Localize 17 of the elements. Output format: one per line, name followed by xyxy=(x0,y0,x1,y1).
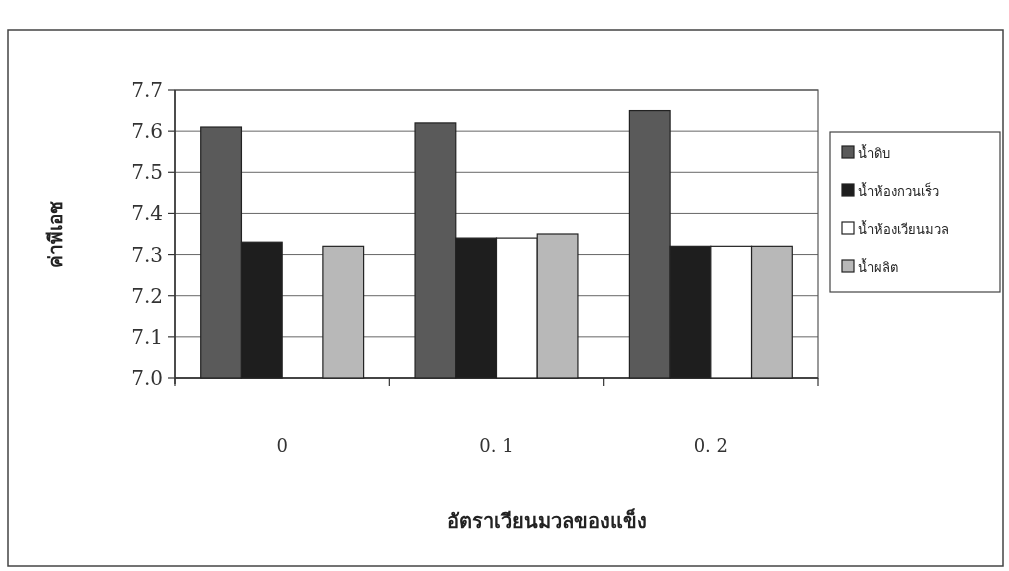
y-tick-label: 7.3 xyxy=(131,242,163,267)
y-tick-label: 7.1 xyxy=(131,324,163,349)
y-tick-label: 7.0 xyxy=(131,366,163,390)
x-axis-title: อัตราเวียนมวลของแข็ง xyxy=(446,508,647,533)
y-tick-label: 7.2 xyxy=(131,283,163,308)
y-tick-label: 7.6 xyxy=(131,119,163,144)
legend-label: น้ำดิบ xyxy=(858,144,890,161)
y-axis-title: ค่าพีเอช xyxy=(44,200,66,268)
y-tick-label: 7.4 xyxy=(131,201,163,226)
legend-label: น้ำห้องกวนเร็ว xyxy=(858,182,939,199)
y-tick-label: 7.5 xyxy=(131,160,163,185)
legend-label: น้ำผลิต xyxy=(858,258,898,275)
x-tick-label: 0 xyxy=(276,435,288,456)
x-tick-label: 0. 2 xyxy=(693,435,729,456)
x-tick-label: 0. 1 xyxy=(479,435,514,456)
legend-label: น้ำห้องเวียนมวล xyxy=(858,220,949,237)
y-tick-label: 7.7 xyxy=(131,78,163,102)
